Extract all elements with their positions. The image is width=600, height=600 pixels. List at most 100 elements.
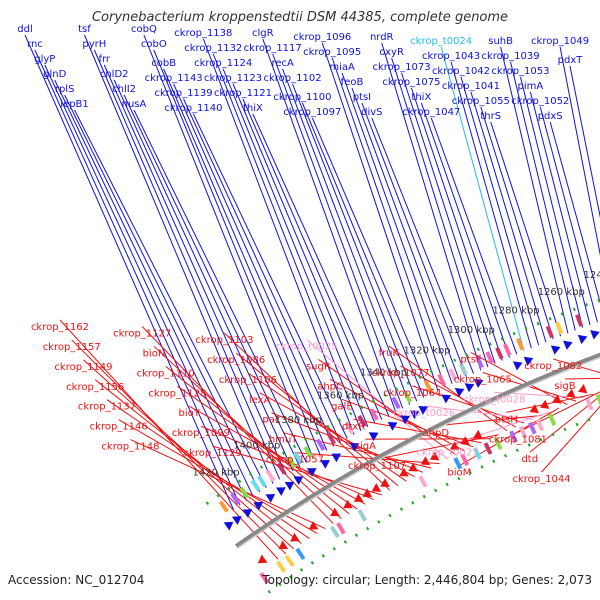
reverse-gene-arrow (371, 483, 382, 492)
reverse-gene-arrow (449, 441, 460, 451)
gene-label: nrdR (370, 32, 394, 43)
cog-block-forward (515, 337, 525, 351)
gene-label: ckrop_1073 (372, 62, 430, 73)
cog-block-forward (391, 396, 401, 410)
gene-label: bioM (447, 468, 471, 479)
label-connector (133, 109, 307, 463)
kbp-ticks: 1420 kbp 1400 kbp 1380 kbp 1360 kbp 1340 kbp… (192, 270, 600, 478)
cog-block-forward (475, 355, 484, 369)
label-connector (113, 79, 294, 472)
label-connector (470, 91, 547, 343)
reverse-gene-arrow (420, 456, 431, 466)
label-connector (143, 34, 314, 459)
label-connector (259, 392, 415, 478)
gene-label: ckrop_1039 (481, 51, 539, 62)
gene-label: ckrop_1123 (204, 73, 262, 84)
cog-block-forward (250, 479, 261, 492)
cog-block-forward (315, 438, 326, 451)
gene-label: ckrop_1049 (531, 36, 589, 47)
cog-block-forward (402, 390, 413, 404)
gene-label: ckrop_1137 (78, 402, 136, 413)
reverse-gene-arrow (460, 436, 470, 446)
gene-label: ckrop_t0027 (417, 448, 479, 459)
label-connector (183, 98, 341, 443)
label-connector (292, 83, 418, 402)
cog-block-reverse (473, 447, 482, 460)
label-connector (94, 379, 302, 545)
gene-label: ckrop_1052 (511, 96, 569, 107)
forward-gene-arrow (253, 501, 264, 511)
genome-backbone (234, 352, 600, 549)
label-connector (388, 345, 508, 432)
kbp-tick-label: 1380 kbp (275, 415, 322, 426)
inner-dotted-ring (267, 413, 600, 594)
gene-label: ckrop_1143 (145, 73, 203, 84)
label-connector (163, 68, 328, 451)
label-connector (440, 46, 525, 352)
label-connector (569, 65, 600, 219)
cog-block-reverse (357, 509, 368, 522)
label-connector (71, 339, 287, 555)
gene-label: ckrop_1162 (31, 322, 89, 333)
gene-label: ckrop_1117 (244, 43, 302, 54)
label-connector (301, 102, 425, 398)
cog-block-reverse (483, 442, 493, 455)
gene-label: ckrop_1095 (303, 47, 361, 58)
label-connector (529, 91, 591, 325)
reverse-gene-arrow (578, 384, 588, 394)
cog-block-reverse (276, 560, 287, 573)
gene-label: miaA (329, 62, 355, 73)
gene-label: ckrop_1121 (214, 88, 272, 99)
cog-block-forward (459, 363, 468, 376)
gene-label: fruK (379, 348, 400, 359)
cog-block-reverse (493, 437, 503, 450)
label-connector (272, 53, 404, 409)
cog-block-forward (437, 373, 447, 387)
forward-gene-arrow (284, 481, 295, 491)
gene-label: tsf (78, 24, 91, 35)
cog-block-forward (357, 414, 367, 428)
gene-label: ckrop_t0025 (276, 342, 338, 353)
gene-label: ckrop_1042 (432, 66, 490, 77)
gene-label: ckrop_1149 (54, 362, 112, 373)
forward-gene-arrow (231, 516, 242, 525)
gene-label: ckrop_1099 (172, 428, 230, 439)
label-connector (391, 57, 489, 368)
kbp-tick-label: 1360 kbp (317, 391, 364, 402)
label-connector (193, 113, 348, 439)
gene-label: dtxR (342, 421, 365, 432)
label-connector (59, 319, 279, 560)
gene-label: pyrH (82, 39, 106, 50)
label-connector (262, 38, 397, 413)
label-connector (559, 46, 600, 256)
kbp-tick-label: 1300 kbp (448, 325, 495, 336)
gene-label: pimA (518, 81, 544, 92)
gene-label: divS (361, 107, 382, 118)
gene-label: ckrop_1110 (137, 368, 195, 379)
forward-gene-arrow (409, 410, 420, 420)
label-connector (141, 326, 334, 524)
gene-label: ckrop_1107 (348, 461, 406, 472)
kbp-tick-label: 1280 kbp (492, 305, 539, 316)
gene-label: ckrop_1047 (402, 107, 460, 118)
label-connector (34, 49, 241, 506)
gene-label: rplS (55, 84, 75, 95)
outer-dotted-ring (205, 298, 600, 506)
gene-label: ptsI (353, 92, 371, 103)
label-connector (519, 76, 584, 328)
gene-label: galE (331, 401, 353, 412)
gene-label: ckrop_1044 (512, 474, 570, 485)
gene-label: bioY (179, 408, 201, 419)
gene-label: ckrop_1124 (194, 58, 252, 69)
label-connector (44, 64, 248, 501)
cog-block-forward (485, 351, 494, 364)
cog-block-reverse (535, 418, 545, 432)
gene-label: ckrop_1064 (383, 388, 441, 399)
forward-gene-arrow (441, 394, 452, 404)
gene-label: lexA (249, 395, 271, 406)
gene-label: hmuT (269, 435, 298, 446)
label-connector (83, 34, 274, 484)
cog-block-reverse (460, 453, 470, 467)
kbp-tick-label: 1240 kbp (583, 270, 600, 281)
gene-label: ckrop_1156 (66, 382, 124, 393)
